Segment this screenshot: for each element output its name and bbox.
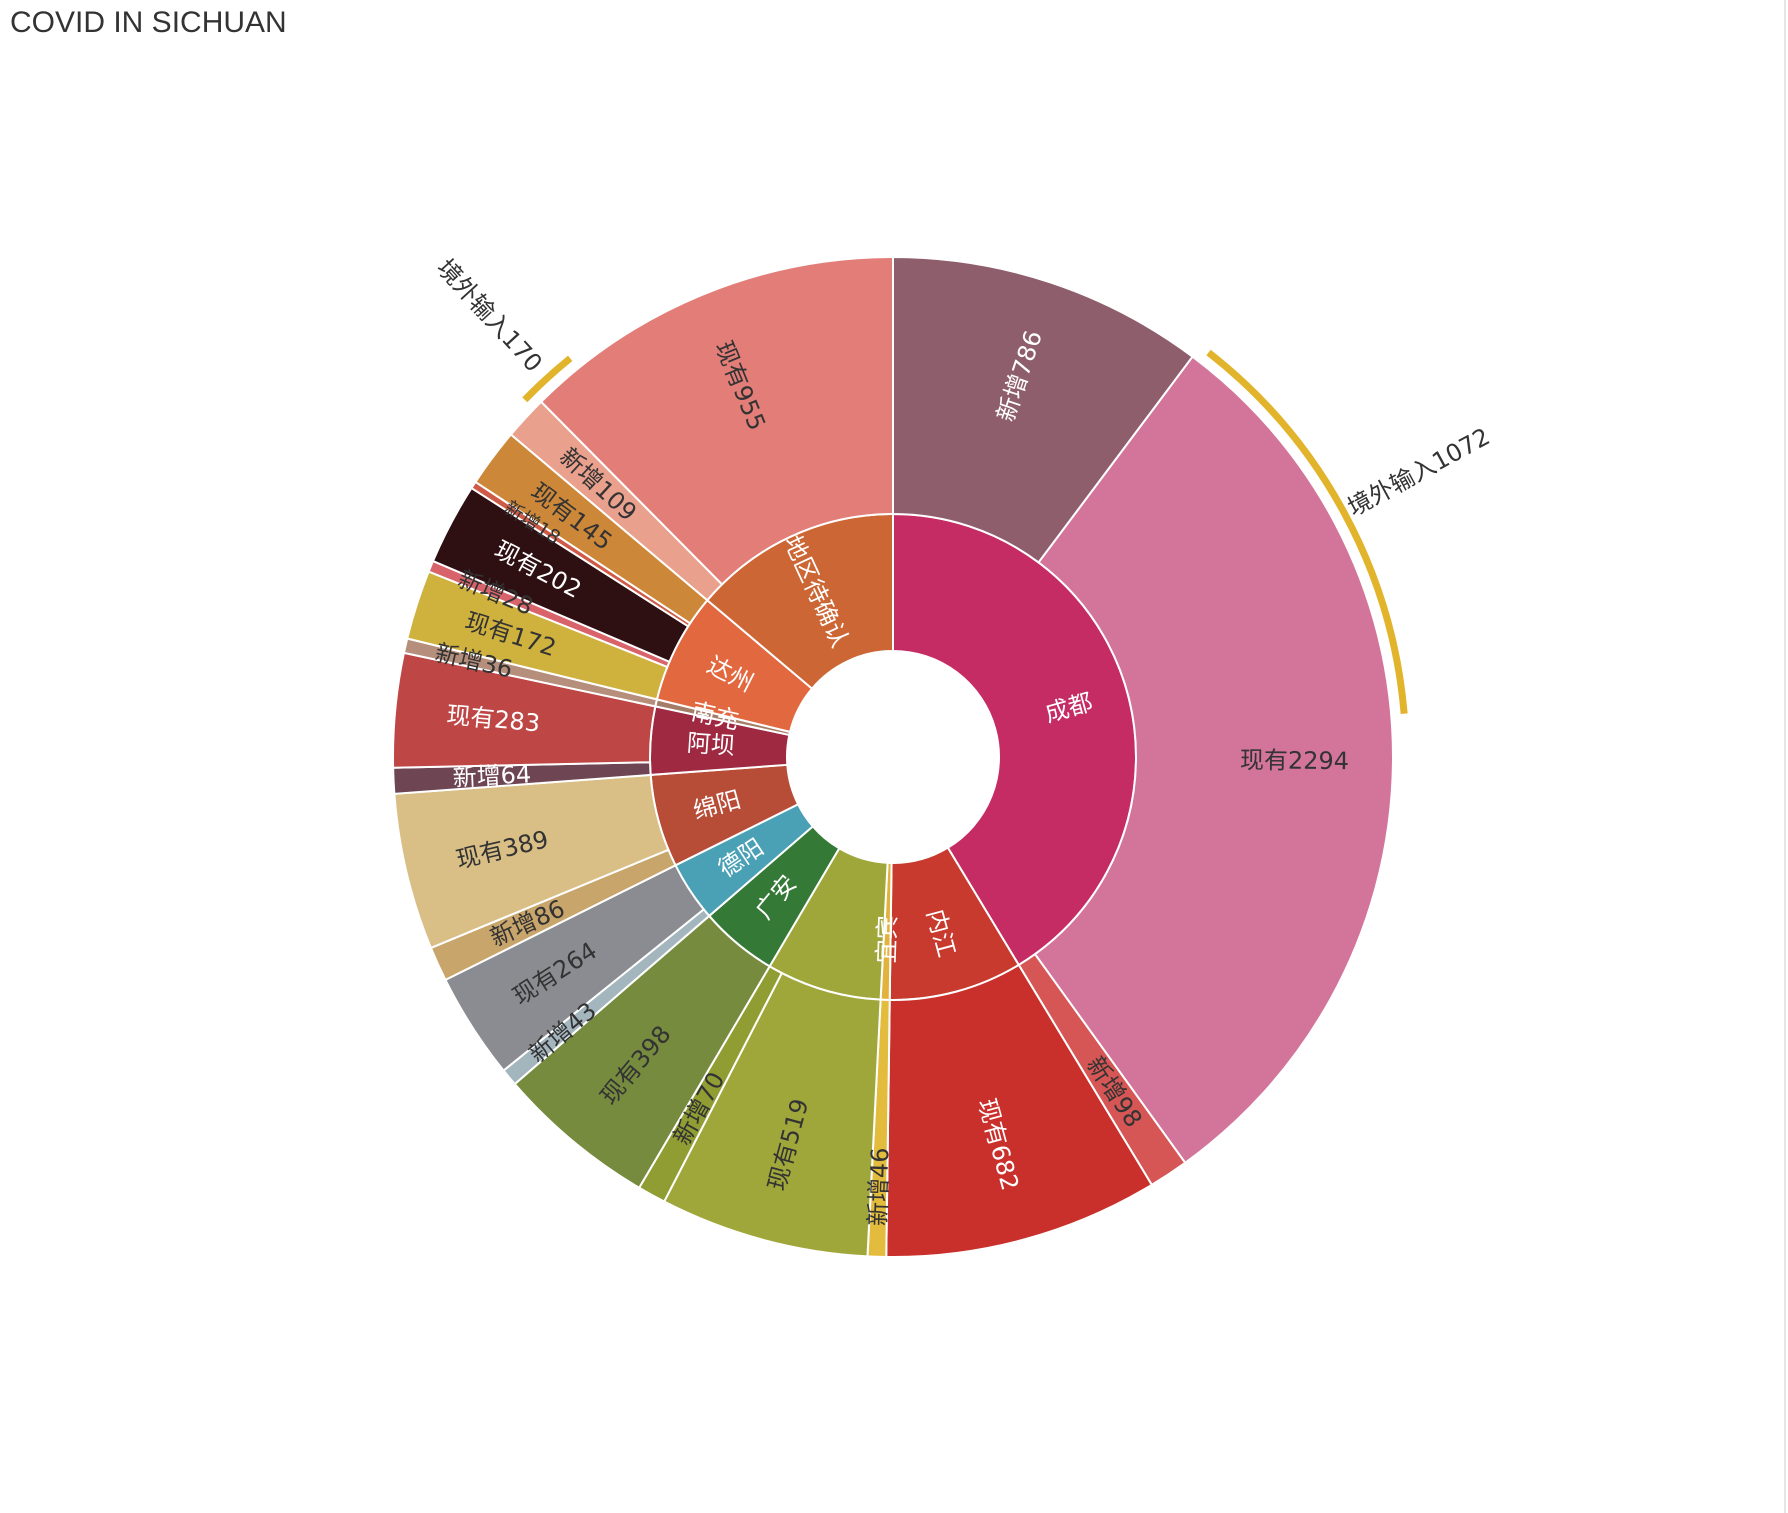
- leaf-label-新增46: 新增46: [864, 1147, 895, 1226]
- region-label-宜宾: 宜宾: [872, 915, 902, 964]
- leaf-arc-现有2294[interactable]: [1033, 355, 1394, 1165]
- leaf-arc-新增786[interactable]: [892, 255, 1194, 564]
- region-label-阿坝: 阿坝: [686, 729, 736, 760]
- chart-title: COVID IN SICHUAN: [10, 6, 287, 39]
- leaf-arc-现有955[interactable]: [539, 255, 894, 586]
- annotation-arc: [522, 355, 573, 403]
- annotation-label: 境外输入170: [431, 254, 547, 378]
- leaf-label-新增64: 新增64: [452, 760, 532, 792]
- center-hole: [788, 652, 998, 862]
- outer-ring: [392, 255, 1394, 1258]
- annotation-label: 境外输入1072: [1343, 422, 1494, 521]
- leaf-label-现有2294: 现有2294: [1240, 746, 1349, 775]
- annotation-arc: [1206, 349, 1408, 714]
